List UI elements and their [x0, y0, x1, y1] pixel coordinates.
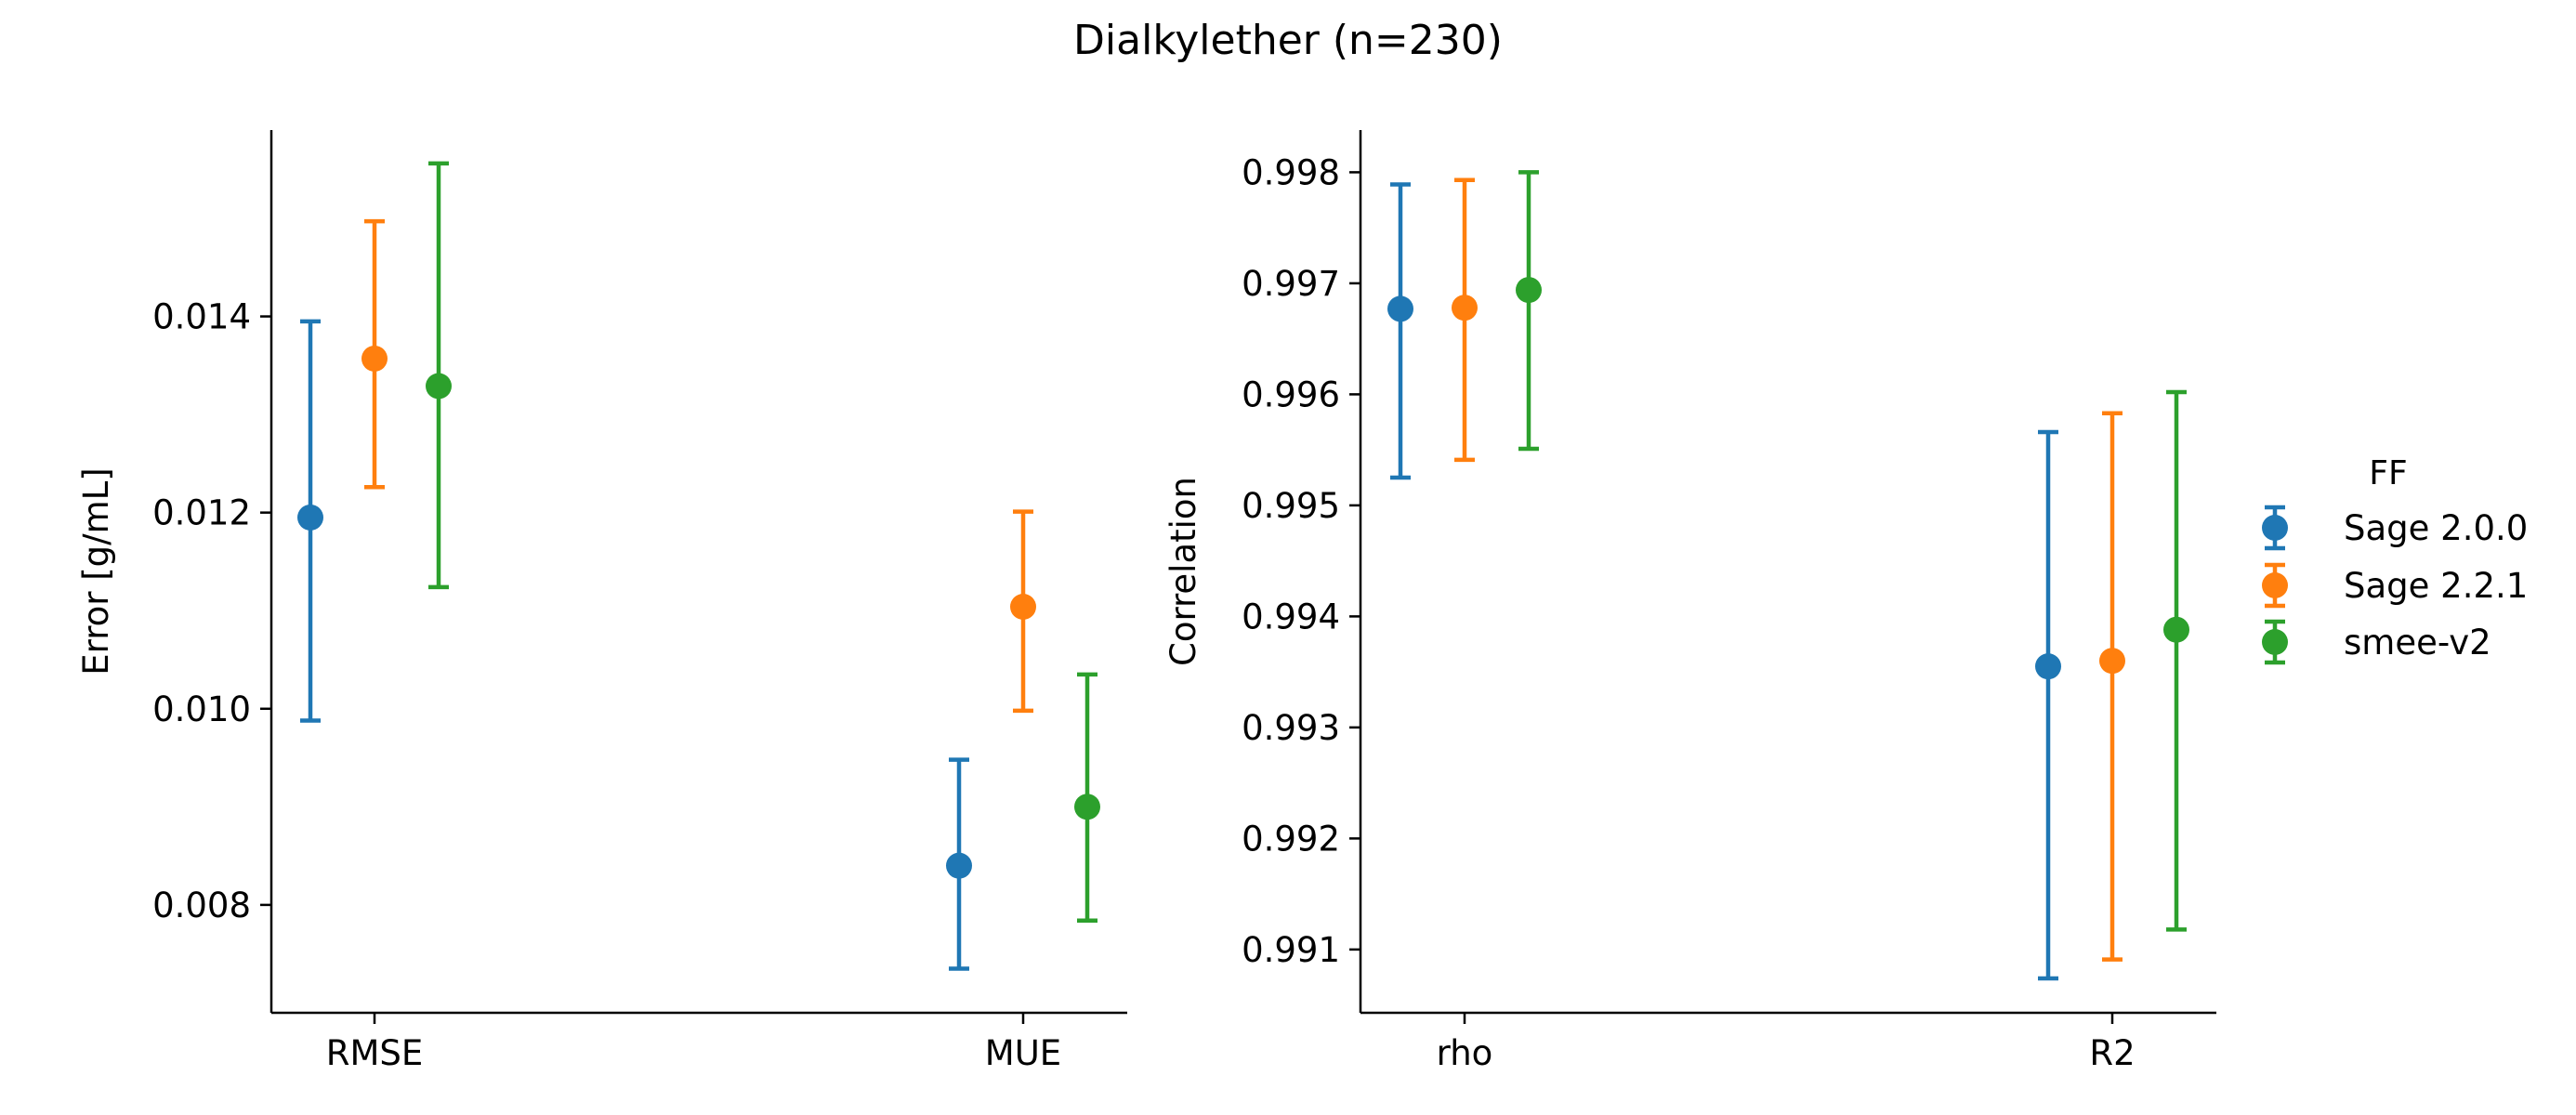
- data-point: [1010, 594, 1036, 620]
- legend-title: FF: [2369, 454, 2407, 492]
- y-tick-label: 0.012: [152, 493, 251, 533]
- x-tick-label: R2: [2089, 1033, 2135, 1073]
- data-point: [426, 373, 452, 400]
- series-smee-v2: [426, 161, 1100, 924]
- data-point: [297, 504, 323, 531]
- legend-marker: [2262, 515, 2288, 541]
- x-tick-label: MUE: [985, 1033, 1061, 1073]
- y-tick-label: 0.998: [1242, 152, 1340, 192]
- y-tick-label: 0.997: [1242, 264, 1340, 304]
- figure-title: Dialkylether (n=230): [1073, 17, 1503, 64]
- data-point: [361, 345, 388, 372]
- y-tick-label: 0.991: [1242, 930, 1340, 970]
- y-tick-label: 0.994: [1242, 597, 1340, 636]
- panel-1: 0.008 0.010 0.012 0.014 RMSE MUE Error [g/mL]: [76, 130, 1127, 1073]
- series-sage-2-0-0: [1387, 182, 2061, 981]
- series-sage-2-2-1: [1452, 177, 2125, 962]
- legend: FF Sage 2.0.0 Sage 2.2.1 smee-v2: [2262, 454, 2528, 665]
- y-tick-label: 0.010: [152, 689, 251, 729]
- y-tick-label: 0.995: [1242, 486, 1340, 526]
- data-point: [946, 852, 972, 879]
- x-tick-label: RMSE: [326, 1033, 424, 1073]
- data-point: [1074, 794, 1100, 820]
- legend-label: Sage 2.2.1: [2344, 566, 2528, 606]
- data-point: [2035, 653, 2061, 680]
- y-tick-label: 0.992: [1242, 819, 1340, 859]
- series-sage-2-0-0: [297, 319, 972, 971]
- panel-2: 0.991 0.992 0.993 0.994 0.995 0.996 0.997 0.998…: [1163, 130, 2216, 1073]
- legend-marker: [2262, 629, 2288, 655]
- series-sage-2-2-1: [361, 218, 1036, 714]
- data-point: [1516, 277, 1542, 304]
- legend-entry: smee-v2: [2262, 619, 2491, 665]
- data-point: [2099, 648, 2125, 675]
- data-point: [2163, 616, 2189, 643]
- legend-label: Sage 2.0.0: [2344, 508, 2528, 548]
- legend-entry: Sage 2.0.0: [2262, 505, 2528, 551]
- y-tick-label: 0.993: [1242, 708, 1340, 748]
- y-tick-label: 0.996: [1242, 374, 1340, 414]
- legend-entry: Sage 2.2.1: [2262, 562, 2528, 609]
- legend-label: smee-v2: [2344, 623, 2491, 662]
- x-tick-label: rho: [1437, 1033, 1493, 1073]
- series-smee-v2: [1516, 170, 2189, 932]
- data-point: [1387, 295, 1413, 322]
- y-axis-label: Correlation: [1163, 477, 1203, 666]
- legend-marker: [2262, 572, 2288, 598]
- y-axis-label: Error [g/mL]: [76, 467, 116, 675]
- y-tick-label: 0.008: [152, 885, 251, 925]
- y-tick-label: 0.014: [152, 297, 251, 337]
- data-point: [1452, 295, 1478, 321]
